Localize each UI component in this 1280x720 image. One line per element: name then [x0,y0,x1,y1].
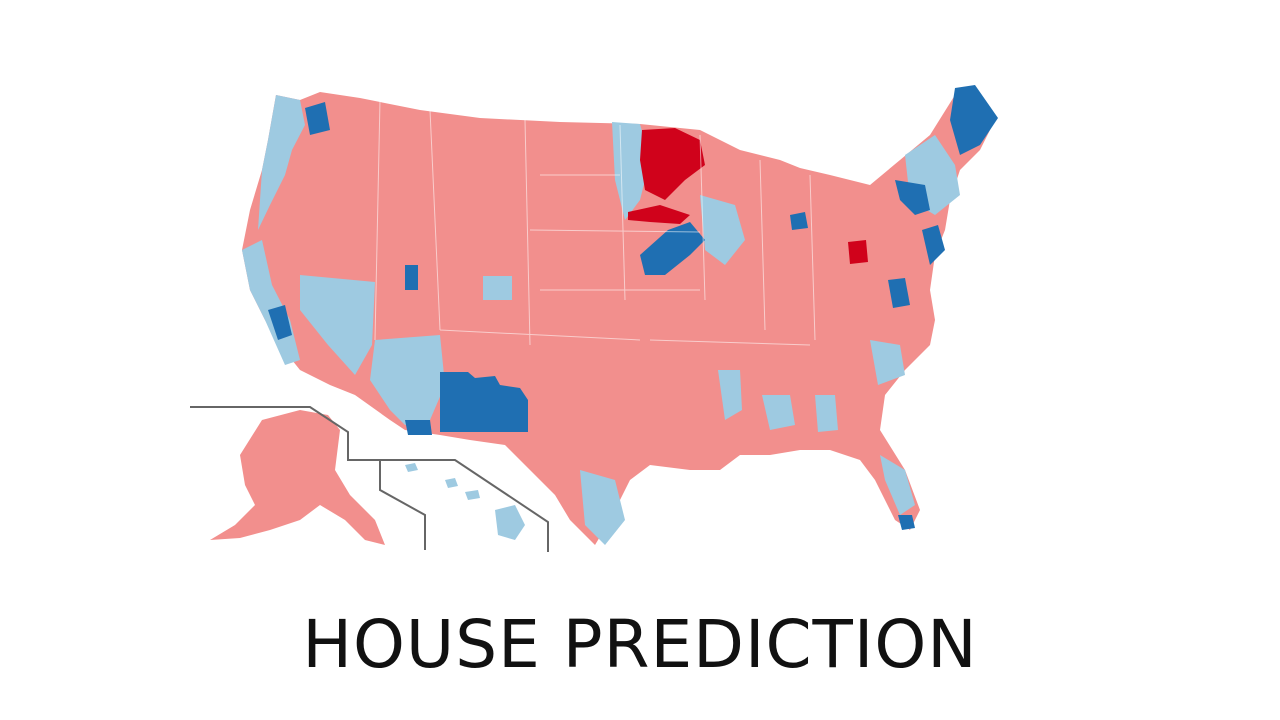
region-maine [950,85,998,155]
region-michigan [790,212,808,230]
region-hawaii-4 [495,505,525,540]
region-minnesota-west [612,122,650,220]
region-seattle [305,102,330,135]
inset-border-lines [190,406,549,552]
region-nevada [300,275,375,375]
region-california-bay [268,305,292,340]
region-georgia [762,395,795,430]
region-hawaii-2 [445,478,458,488]
region-new-mexico [440,372,528,432]
region-colorado [483,276,512,300]
region-utah [405,265,418,290]
region-new-york [895,180,930,215]
region-hawaii-3 [465,490,480,500]
region-florida-tip [898,515,915,530]
region-georgia-coast [815,395,838,432]
region-arizona [370,335,445,425]
region-minnesota-north [640,128,705,200]
region-new-jersey [922,225,945,265]
map-title: HOUSE PREDICTION [302,606,978,683]
region-alaska [210,410,385,545]
region-texas-south [580,470,625,545]
region-wisconsin [700,195,745,265]
region-hawaii-1 [405,463,418,472]
region-arizona-south [405,420,432,435]
region-virginia [888,278,910,308]
region-minnesota-south [640,222,705,275]
region-minnesota-band [628,205,690,224]
region-pennsylvania [848,240,868,264]
region-west-coast-north [258,95,305,230]
state-seams [374,99,816,346]
region-florida-cap [880,455,915,515]
region-north-carolina [870,340,905,385]
region-mississippi [718,370,742,420]
